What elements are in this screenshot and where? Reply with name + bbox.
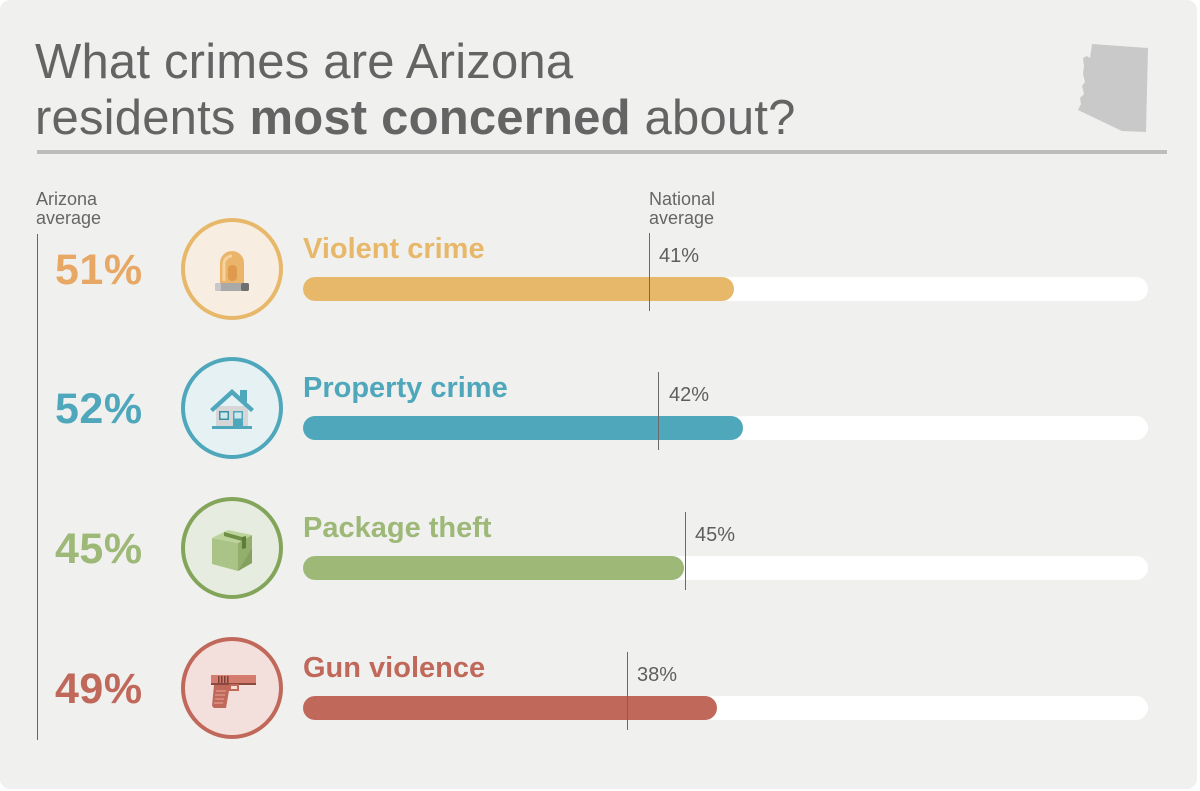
arizona-pct: 51% (55, 246, 143, 294)
handgun-icon (211, 675, 256, 708)
arizona-pct: 49% (55, 665, 143, 713)
national-pct: 42% (669, 384, 710, 406)
bar-track (303, 416, 1148, 440)
arizona-bar (303, 416, 743, 440)
icon-circle (181, 357, 283, 459)
national-average-marker (649, 233, 650, 311)
title-divider (37, 150, 1167, 154)
icon-circle (181, 637, 283, 739)
national-average-label: National average (649, 189, 716, 228)
national-average-marker (658, 372, 659, 450)
title-line-2: residents most concerned about? (35, 91, 796, 145)
row-gun-violence: 49% Gun violence 38% (0, 637, 1200, 777)
arizona-pct: 52% (55, 385, 143, 433)
siren-icon (215, 251, 249, 291)
arizona-map-icon (1078, 44, 1148, 132)
package-box-icon (212, 530, 252, 571)
category-label: Property crime (303, 372, 508, 404)
arizona-bar (303, 277, 734, 301)
bar-track (303, 277, 1148, 301)
arizona-bar (303, 556, 684, 580)
arizona-pct: 45% (55, 525, 143, 573)
house-icon (210, 389, 254, 429)
category-label: Gun violence (303, 652, 486, 684)
arizona-bar (303, 696, 717, 720)
category-label: Package theft (303, 512, 492, 544)
row-violent-crime: 51% Violent crime 41% (0, 218, 1200, 358)
national-average-marker (627, 652, 628, 730)
page-title: What crimes are Arizona residents most c… (35, 34, 796, 146)
national-pct: 41% (659, 245, 700, 267)
row-property-crime: 52% Property crime 42% (0, 357, 1200, 497)
icon-circle (181, 497, 283, 599)
title-line-1: What crimes are Arizona (35, 35, 574, 89)
category-label: Violent crime (303, 233, 485, 265)
row-package-theft: 45% Package theft 45% (0, 497, 1200, 637)
national-pct: 38% (637, 664, 678, 686)
icon-circle (181, 218, 283, 320)
arizona-average-axis-line (37, 234, 38, 740)
bar-track (303, 696, 1148, 720)
arizona-average-label: Arizona average (36, 189, 102, 228)
national-average-marker (685, 512, 686, 590)
bar-track (303, 556, 1148, 580)
national-pct: 45% (695, 524, 736, 546)
